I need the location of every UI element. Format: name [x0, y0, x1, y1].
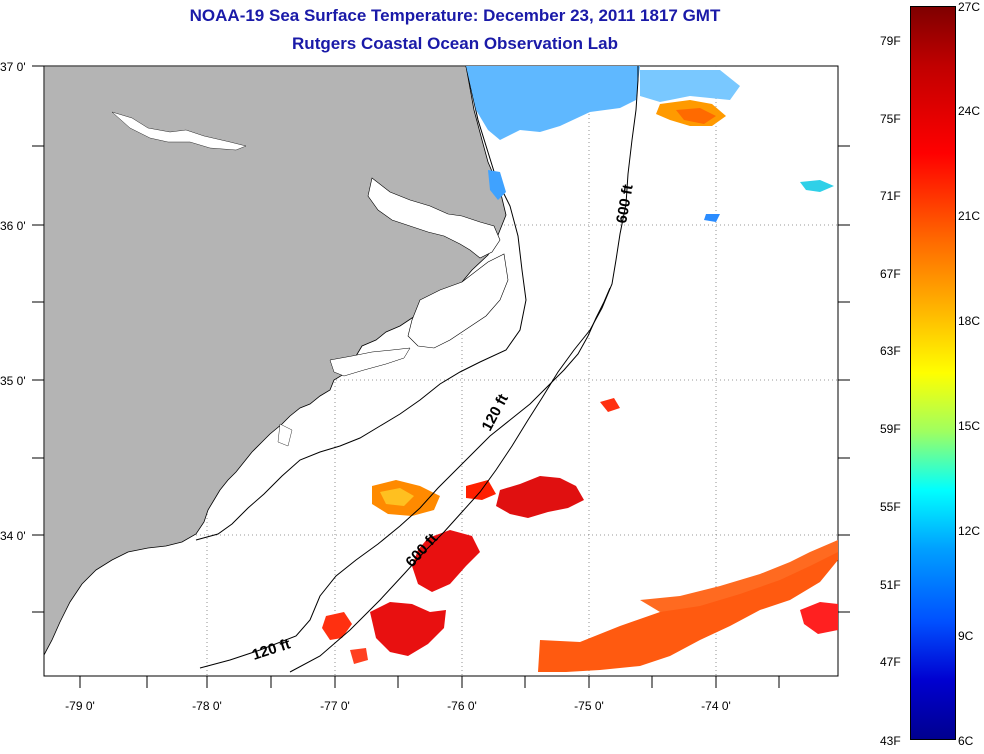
- outer-banks: [195, 65, 527, 541]
- map-title: NOAA-19 Sea Surface Temperature: Decembe…: [189, 6, 721, 25]
- colorbar-c-label: 15C: [958, 419, 981, 433]
- longitude-label: -76 0': [447, 699, 477, 713]
- isobath-label: 600 ft: [613, 183, 637, 225]
- colorbar-f-label: 79F: [880, 34, 901, 48]
- latitude-label: 35 0': [0, 374, 26, 388]
- inland-lake: [111, 111, 247, 151]
- colorbar-c-label: 24C: [958, 104, 981, 118]
- colorbar-f-label: 59F: [880, 422, 901, 436]
- albemarle-sound: [367, 177, 501, 259]
- colorbar-f-label: 63F: [880, 344, 901, 358]
- colorbar-c-label: 18C: [958, 314, 981, 328]
- colorbar-f-label: 55F: [880, 500, 901, 514]
- colorbar-c-label: 6C: [958, 734, 974, 748]
- sst-patches-warm: [322, 398, 838, 672]
- colorbar-f-label: 71F: [880, 189, 901, 203]
- sst-patches-cool: [466, 66, 834, 222]
- longitude-label: -79 0': [65, 699, 95, 713]
- map-subtitle: Rutgers Coastal Ocean Observation Lab: [292, 34, 618, 53]
- latitude-label: 36 0': [0, 219, 26, 233]
- cape-fear-estuary: [277, 423, 293, 447]
- colorbar-f-label: 43F: [880, 734, 901, 748]
- longitude-label: -75 0': [574, 699, 604, 713]
- latitude-label: 37 0': [0, 60, 26, 74]
- temperature-colorbar: [910, 6, 956, 740]
- colorbar-f-label: 67F: [880, 267, 901, 281]
- isobath-600ft: [289, 66, 639, 673]
- longitude-label: -77 0': [320, 699, 350, 713]
- colorbar-f-label: 51F: [880, 578, 901, 592]
- frame-ticks: [32, 65, 850, 688]
- colorbar-c-label: 12C: [958, 524, 981, 538]
- pamlico-sound: [407, 253, 509, 349]
- latitude-label: 34 0': [0, 529, 26, 543]
- colorbar-f-label: 75F: [880, 112, 901, 126]
- colorbar-f-label: 47F: [880, 655, 901, 669]
- neuse-river: [329, 347, 411, 377]
- colorbar-c-label: 9C: [958, 629, 974, 643]
- isobath-120ft: [199, 287, 611, 669]
- longitude-label: -74 0': [701, 699, 731, 713]
- colorbar-c-label: 21C: [958, 209, 981, 223]
- longitude-label: -78 0': [192, 699, 222, 713]
- colorbar-c-label: 27C: [958, 0, 981, 14]
